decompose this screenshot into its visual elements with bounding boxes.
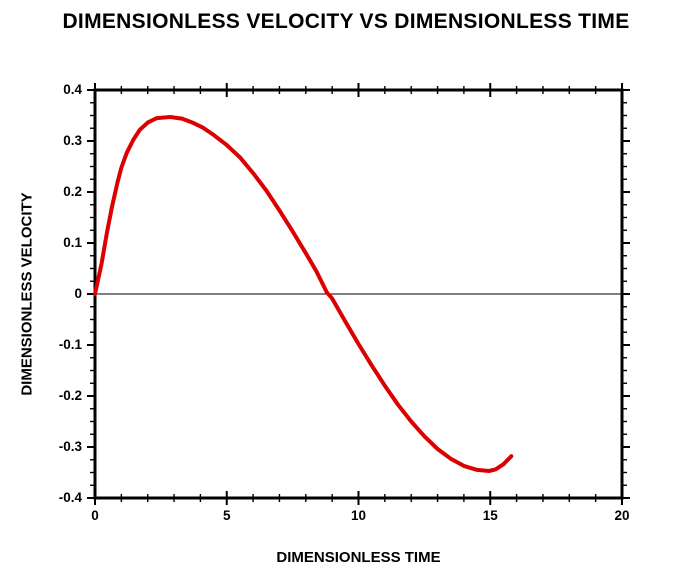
x-tick-label: 0 xyxy=(91,508,99,523)
y-tick-label: -0.2 xyxy=(58,388,82,403)
y-tick-label: 0.4 xyxy=(63,82,82,97)
x-tick-label: 10 xyxy=(350,508,367,523)
y-tick-label: -0.3 xyxy=(58,439,82,454)
plot-canvas xyxy=(87,83,630,505)
y-tick-label: 0.3 xyxy=(63,133,82,148)
x-tick-label: 5 xyxy=(222,508,231,523)
y-tick-label: 0 xyxy=(74,286,82,301)
y-tick-label: 0.1 xyxy=(63,235,82,250)
x-tick-label: 15 xyxy=(482,508,498,523)
y-tick-label: 0.2 xyxy=(63,184,82,199)
x-axis-title: DIMENSIONLESS TIME xyxy=(276,549,441,566)
y-tick-label: -0.4 xyxy=(58,490,82,505)
chart-title: DIMENSIONLESS VELOCITY VS DIMENSIONLESS … xyxy=(62,10,630,33)
x-tick-label: 20 xyxy=(614,508,630,523)
y-tick-label: -0.1 xyxy=(58,337,82,352)
series-curve xyxy=(93,115,514,473)
